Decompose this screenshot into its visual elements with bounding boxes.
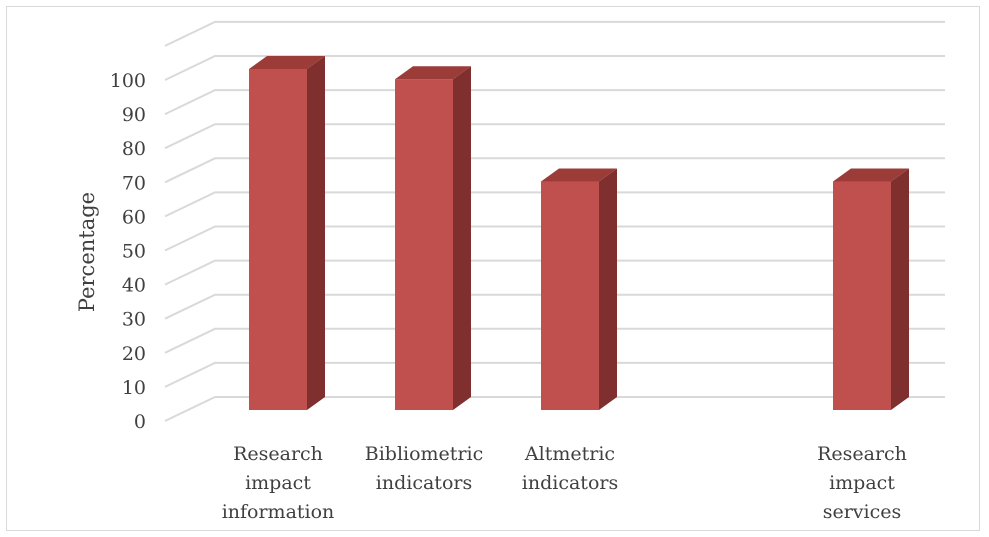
bar — [833, 168, 909, 410]
x-category-label-line: indicators — [522, 472, 618, 494]
gridline — [164, 361, 945, 388]
bar-top — [833, 168, 909, 182]
bars — [249, 56, 909, 410]
bar — [395, 66, 471, 410]
x-category-label-line: impact — [245, 472, 311, 494]
bar-front — [249, 69, 307, 410]
bar-top — [395, 66, 471, 80]
bar-front — [395, 79, 453, 410]
gridline — [164, 123, 945, 150]
gridline — [164, 396, 945, 422]
y-tick-label: 30 — [122, 309, 146, 331]
bar-front — [541, 181, 599, 410]
y-tick-label: 40 — [122, 275, 146, 297]
x-category-label: Research impact services — [817, 443, 907, 523]
y-tick-label: 100 — [110, 70, 146, 92]
gridline — [164, 293, 945, 320]
bar-side — [891, 168, 909, 410]
gridline — [164, 327, 945, 354]
bar-top — [541, 168, 617, 182]
gridline — [164, 191, 945, 218]
chart-frame — [6, 6, 980, 531]
y-tick-label: 80 — [122, 138, 146, 160]
x-category-label-line: Bibliometric — [365, 443, 484, 465]
y-tick-label: 50 — [122, 241, 146, 263]
y-tick-label: 10 — [122, 377, 146, 399]
x-category-label-line: information — [222, 501, 335, 523]
bar-side — [307, 56, 325, 410]
y-axis-title: Percentage — [75, 192, 99, 312]
gridlines — [164, 20, 945, 422]
gridline — [164, 20, 945, 47]
x-category-label-line: Altmetric — [524, 443, 615, 465]
gridline — [164, 225, 945, 252]
bar-side — [453, 66, 471, 410]
x-axis-labels: Research impact information Bibliometric ind… — [222, 443, 907, 523]
gridline — [164, 259, 945, 286]
y-tick-label: 90 — [122, 104, 146, 126]
y-axis-ticks: 0 10 20 30 40 50 60 70 80 90 100 — [110, 70, 146, 433]
x-category-label-line: impact — [829, 472, 895, 494]
y-tick-label: 20 — [122, 343, 146, 365]
gridline — [164, 157, 945, 184]
x-category-label: Research impact information — [222, 443, 335, 523]
y-tick-label: 0 — [134, 411, 146, 433]
bar-top — [249, 56, 325, 69]
bar — [249, 56, 325, 410]
x-category-label: Bibliometric indicators — [365, 443, 484, 494]
gridline — [164, 89, 945, 116]
x-category-label: Altmetric indicators — [522, 443, 618, 494]
gridline — [164, 55, 945, 81]
y-tick-label: 70 — [122, 172, 146, 194]
x-category-label-line: services — [823, 501, 902, 523]
x-category-label-line: indicators — [376, 472, 472, 494]
y-tick-label: 60 — [122, 206, 146, 228]
bar-side — [599, 168, 617, 410]
x-category-label-line: Research — [233, 443, 323, 465]
bar — [541, 168, 617, 410]
bar-front — [833, 181, 891, 410]
x-category-label-line: Research — [817, 443, 907, 465]
